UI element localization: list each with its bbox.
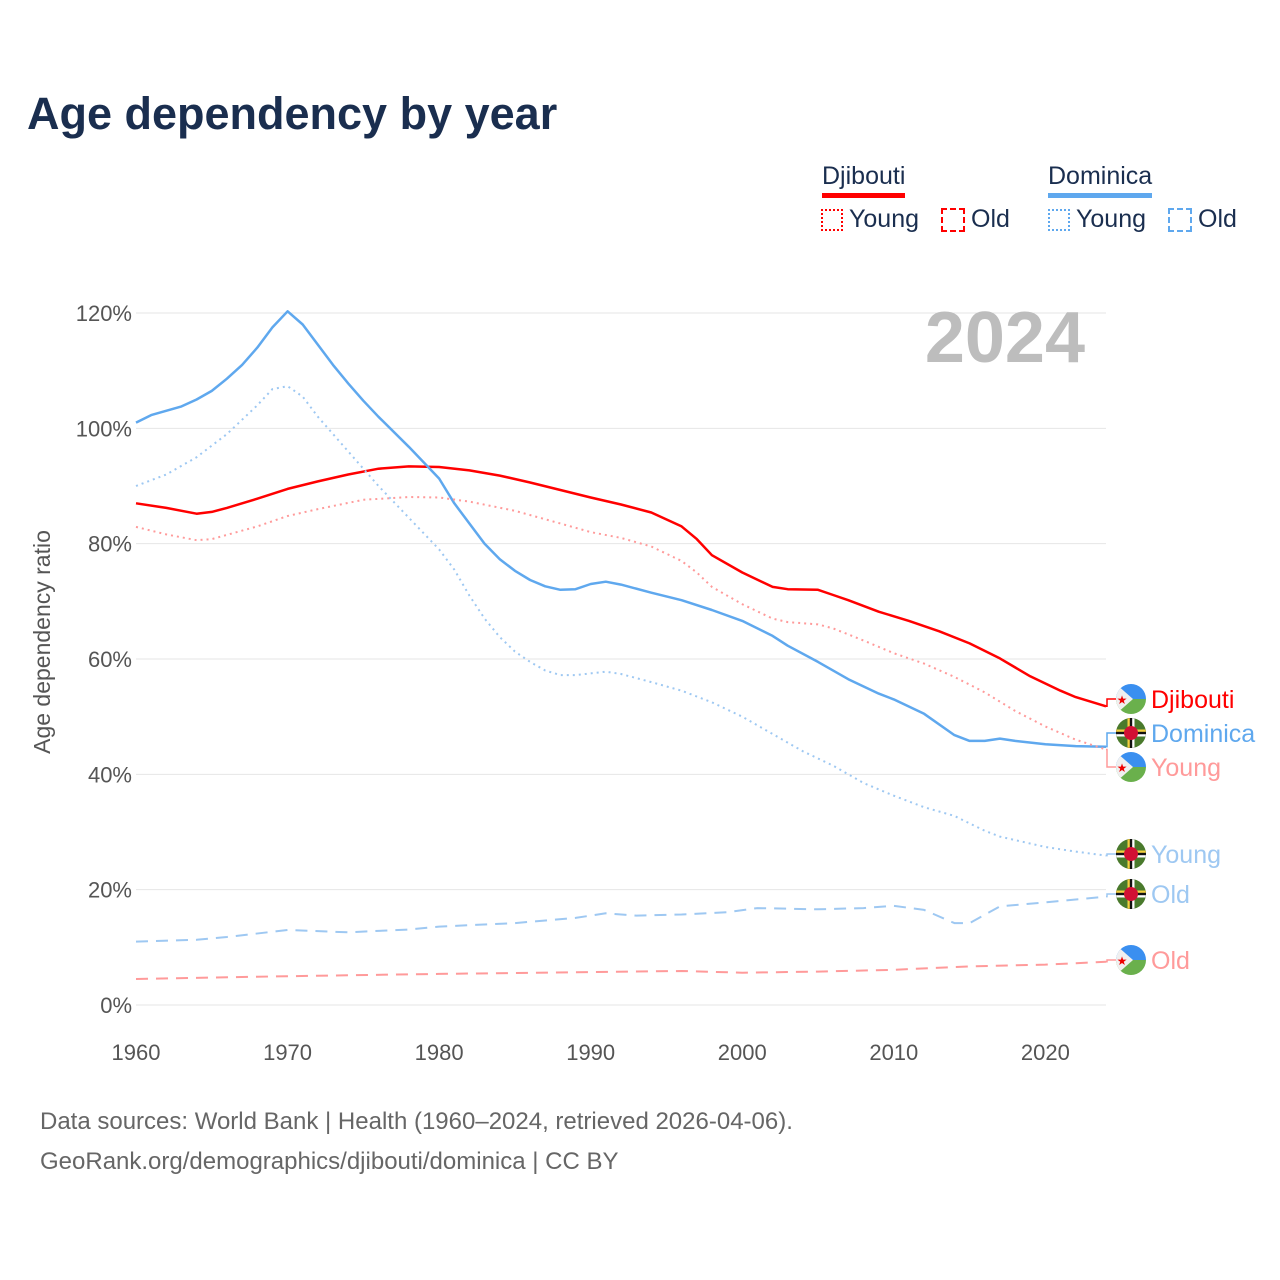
label-connector [1106,959,1118,963]
legend-dominica-old[interactable]: Old [1168,205,1237,234]
footer-link[interactable]: GeoRank.org/demographics/djibouti/domini… [40,1148,619,1175]
series-line-dominica[interactable] [135,310,1107,748]
y-axis-label: Age dependency ratio [29,530,55,754]
end-label: Young [1151,841,1221,869]
y-tick-label: 0% [100,993,132,1018]
end-label: Djibouti [1151,686,1234,714]
y-tick-label: 60% [88,647,132,672]
djibouti-flag-icon: ★ [1116,752,1146,782]
dominica-flag-icon [1116,718,1146,748]
legend-dominica-young[interactable]: Young [1048,205,1146,234]
x-tick-label: 1980 [415,1040,464,1065]
series-line-djibouti[interactable] [135,465,1107,708]
dashed-swatch-icon [1168,207,1192,232]
x-tick-label: 2010 [869,1040,918,1065]
legend-label: Old [971,205,1010,233]
end-label: Old [1151,947,1190,975]
label-connector [1106,893,1118,898]
end-label: Old [1151,881,1190,909]
series-line-dominica-young[interactable] [135,385,1107,857]
dotted-swatch-icon [1048,208,1070,231]
y-tick-label: 100% [76,416,132,441]
end-label: Young [1151,754,1221,782]
legend-label: Old [1198,205,1237,233]
x-tick-label: 2000 [718,1040,767,1065]
footer-sources: Data sources: World Bank | Health (1960–… [40,1108,793,1135]
x-tick-label: 1970 [263,1040,312,1065]
djibouti-flag-icon: ★ [1116,945,1146,975]
chart-title: Age dependency by year [27,88,558,139]
legend-djibouti-young[interactable]: Young [821,205,919,234]
series-line-djibouti-old[interactable] [135,960,1107,980]
svg-text:★: ★ [1117,761,1128,775]
x-tick-label: 2020 [1021,1040,1070,1065]
svg-text:★: ★ [1117,954,1128,968]
djibouti-flag-icon: ★ [1116,684,1146,714]
x-tick-label: 1960 [112,1040,161,1065]
legend-dominica[interactable]: Dominica [1048,162,1153,198]
series-line-dominica-old[interactable] [135,895,1107,943]
label-connector [1106,748,1118,768]
legend-label: Young [1076,205,1146,233]
y-tick-label: 120% [76,301,132,326]
dashed-swatch-icon [941,207,965,232]
end-label: Dominica [1151,720,1255,748]
y-tick-label: 40% [88,762,132,787]
dominica-flag-icon [1116,839,1146,869]
svg-text:★: ★ [1117,693,1128,707]
series-line-djibouti-young[interactable] [135,496,1107,751]
label-connector [1106,698,1118,708]
label-connector [1106,853,1118,857]
y-tick-label: 20% [88,878,132,903]
legend-label: Young [849,205,919,233]
dominica-flag-icon [1116,879,1146,909]
legend-djibouti[interactable]: Djibouti [822,162,906,198]
x-tick-label: 1990 [566,1040,615,1065]
label-connector [1106,732,1118,748]
y-tick-label: 80% [88,532,132,557]
legend-djibouti-old[interactable]: Old [941,205,1010,234]
year-watermark: 2024 [925,298,1085,378]
dotted-swatch-icon [821,208,843,231]
